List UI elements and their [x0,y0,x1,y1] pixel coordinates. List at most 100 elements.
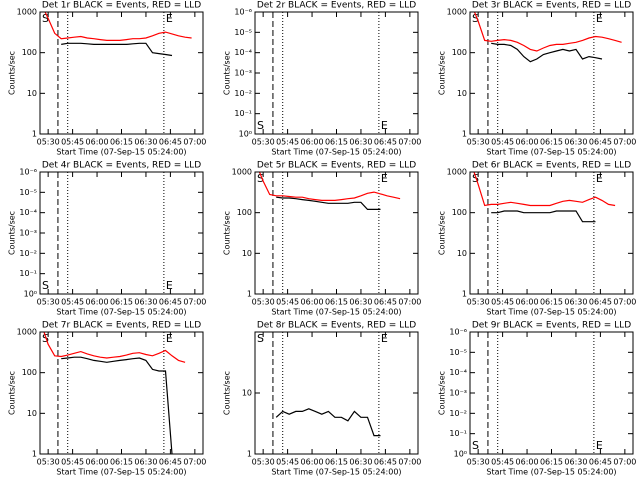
x-tick-label: 06:15 [540,458,563,467]
x-tick-label: 06:45 [589,458,612,467]
x-tick-label: 05:45 [491,298,514,307]
x-tick-label: 07:00 [183,138,206,147]
x-tick-label: 06:15 [540,138,563,147]
y-tick-label: 10 [27,89,37,98]
x-tick-label: 06:45 [159,458,182,467]
y-tick-label: 10 [457,249,467,258]
x-tick-label: 05:30 [252,298,275,307]
x-axis-label: Start Time (07-Sep-15 05:24:00) [271,308,401,317]
x-tick-label: 06:45 [374,298,397,307]
series-line [275,408,381,437]
x-tick-label: 06:30 [349,458,372,467]
x-tick-label: 06:00 [86,138,109,147]
panel: Det 7r BLACK = Events, RED = LLD Counts/s… [8,321,207,477]
x-tick-label: 06:15 [110,458,133,467]
y-tick-label: 1000 [232,168,252,177]
y-axis-label: Counts/sec [8,211,17,255]
x-axis-label: Start Time (07-Sep-15 05:24:00) [271,468,401,477]
x-tick-label: 05:45 [491,458,514,467]
y-axis-label: Counts/sec [8,371,17,415]
y-tick-label: 10⁻⁴ [19,208,37,217]
series-line [473,172,616,207]
x-tick-label: 06:00 [516,138,539,147]
panel-title: Det 6r BLACK = Events, RED = LLD [472,161,631,171]
y-tick-label: 10⁻¹ [234,109,252,118]
annotation: E [596,172,603,185]
y-tick-label: 1 [462,130,467,139]
y-tick-label: 100 [237,208,252,217]
y-tick-label: 10⁻⁶ [19,168,37,177]
y-tick-label: 10⁻³ [19,229,37,238]
series-line [61,356,173,454]
panel: Det 5r BLACK = Events, RED = LLD Counts/s… [223,161,422,317]
x-tick-label: 06:00 [516,458,539,467]
series-line [44,12,192,41]
x-tick-label: 06:45 [589,138,612,147]
y-tick-label: 100 [22,368,37,377]
x-tick-label: 05:30 [37,298,60,307]
x-axis-label: Start Time (07-Sep-15 05:24:00) [486,468,616,477]
panel-title: Det 5r BLACK = Events, RED = LLD [257,161,416,171]
plot-frame [254,171,419,295]
panel-title: Det 1r BLACK = Events, RED = LLD [42,1,201,11]
panel-title: Det 4r BLACK = Events, RED = LLD [42,161,201,171]
annotation: S [42,12,49,25]
y-axis-label: Counts/sec [223,211,232,255]
x-tick-label: 06:30 [134,298,157,307]
y-tick-label: 10⁻¹ [19,269,37,278]
annotation: E [381,332,388,345]
series-line [43,332,186,363]
y-tick-label: 100 [22,48,37,57]
x-tick-label: 07:00 [613,138,636,147]
panel: Det 1r BLACK = Events, RED = LLD Counts/s… [8,1,207,157]
panel: Det 6r BLACK = Events, RED = LLD Counts/s… [438,161,637,317]
y-axis-label: Counts/sec [438,371,447,415]
x-tick-label: 05:45 [491,138,514,147]
x-tick-label: 06:00 [301,458,324,467]
y-tick-label: 10 [457,89,467,98]
panel-title: Det 3r BLACK = Events, RED = LLD [472,1,631,11]
x-tick-label: 06:30 [564,138,587,147]
plot-frame [39,11,204,135]
panel: Det 8r BLACK = Events, RED = LLD Counts/s… [223,321,422,477]
plot-frame [469,11,634,135]
plot-frame [39,171,204,295]
y-tick-label: 10⁰ [239,130,252,139]
y-tick-label: 10⁻³ [234,69,252,78]
y-tick-label: 10 [242,249,252,258]
y-tick-label: 10 [242,389,252,398]
x-tick-label: 06:15 [325,458,348,467]
x-tick-label: 07:00 [183,298,206,307]
x-tick-label: 07:00 [183,458,206,467]
y-tick-label: 1000 [17,328,37,337]
annotation: S [472,172,479,185]
x-tick-label: 06:15 [325,138,348,147]
y-tick-label: 1 [32,450,37,459]
y-tick-label: 1 [247,450,252,459]
y-tick-label: 10⁰ [24,290,37,299]
x-tick-label: 05:30 [467,458,490,467]
x-tick-label: 05:45 [276,458,299,467]
series-line [276,196,381,210]
y-tick-label: 10⁰ [454,450,467,459]
series-line [473,12,622,52]
y-axis-label: Counts/sec [438,211,447,255]
x-tick-label: 06:00 [86,298,109,307]
y-tick-label: 10⁻⁵ [19,188,37,197]
panel: Det 9r BLACK = Events, RED = LLD Counts/s… [438,321,637,477]
annotation: S [472,12,479,25]
y-tick-label: 10⁻² [19,249,37,258]
panel-title: Det 9r BLACK = Events, RED = LLD [472,321,631,331]
x-tick-label: 06:15 [110,138,133,147]
x-tick-label: 06:30 [564,298,587,307]
x-axis-label: Start Time (07-Sep-15 05:24:00) [486,148,616,157]
plot-frame [254,11,419,135]
x-tick-label: 06:15 [540,298,563,307]
y-axis-label: Counts/sec [438,51,447,95]
x-tick-label: 06:00 [516,298,539,307]
x-tick-label: 05:45 [276,138,299,147]
y-tick-label: 10⁻⁵ [449,348,467,357]
annotation: S [257,332,264,345]
y-tick-label: 1 [462,290,467,299]
panel: Det 2r BLACK = Events, RED = LLD Counts/s… [223,1,422,157]
